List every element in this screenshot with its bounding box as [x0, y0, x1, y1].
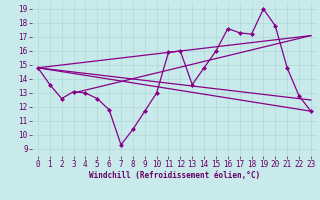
X-axis label: Windchill (Refroidissement éolien,°C): Windchill (Refroidissement éolien,°C)	[89, 171, 260, 180]
